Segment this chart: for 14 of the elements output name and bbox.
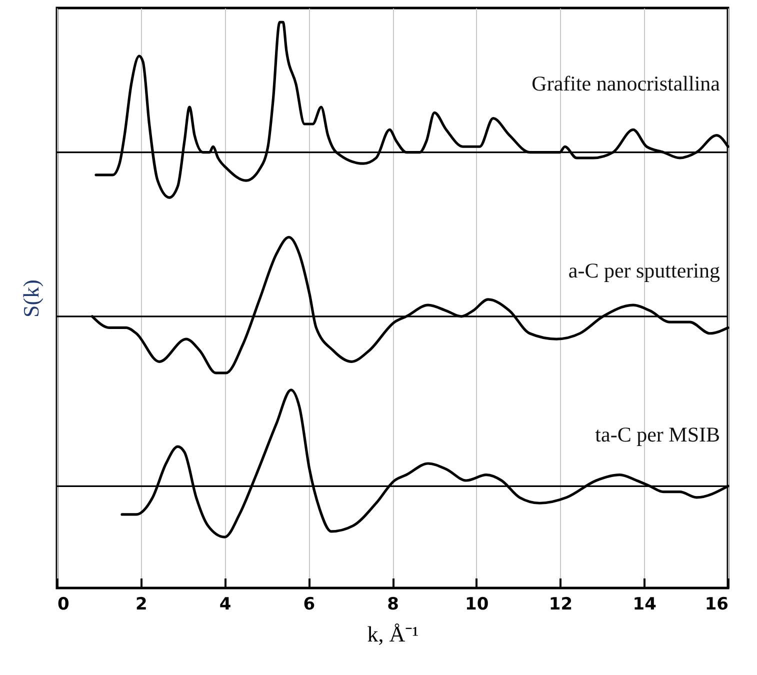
- x-tick-label: 4: [219, 594, 232, 614]
- x-tick-label: 6: [303, 594, 316, 614]
- x-tick-label: 8: [387, 594, 399, 614]
- x-tick-label: 2: [135, 594, 148, 614]
- y-axis-title: S(k): [18, 280, 44, 318]
- x-tick-label: 12: [548, 594, 573, 614]
- x-tick-label: 0: [58, 594, 70, 614]
- series-label: Grafite nanocristallina: [532, 72, 721, 96]
- x-tick-label: 16: [704, 594, 728, 614]
- series-label: a-C per sputtering: [568, 258, 720, 282]
- series-label: ta-C per MSIB: [595, 422, 720, 447]
- x-axis-title: k, Å⁻¹: [367, 622, 419, 646]
- x-tick-label: 10: [465, 594, 489, 614]
- x-tick-label: 14: [632, 594, 657, 614]
